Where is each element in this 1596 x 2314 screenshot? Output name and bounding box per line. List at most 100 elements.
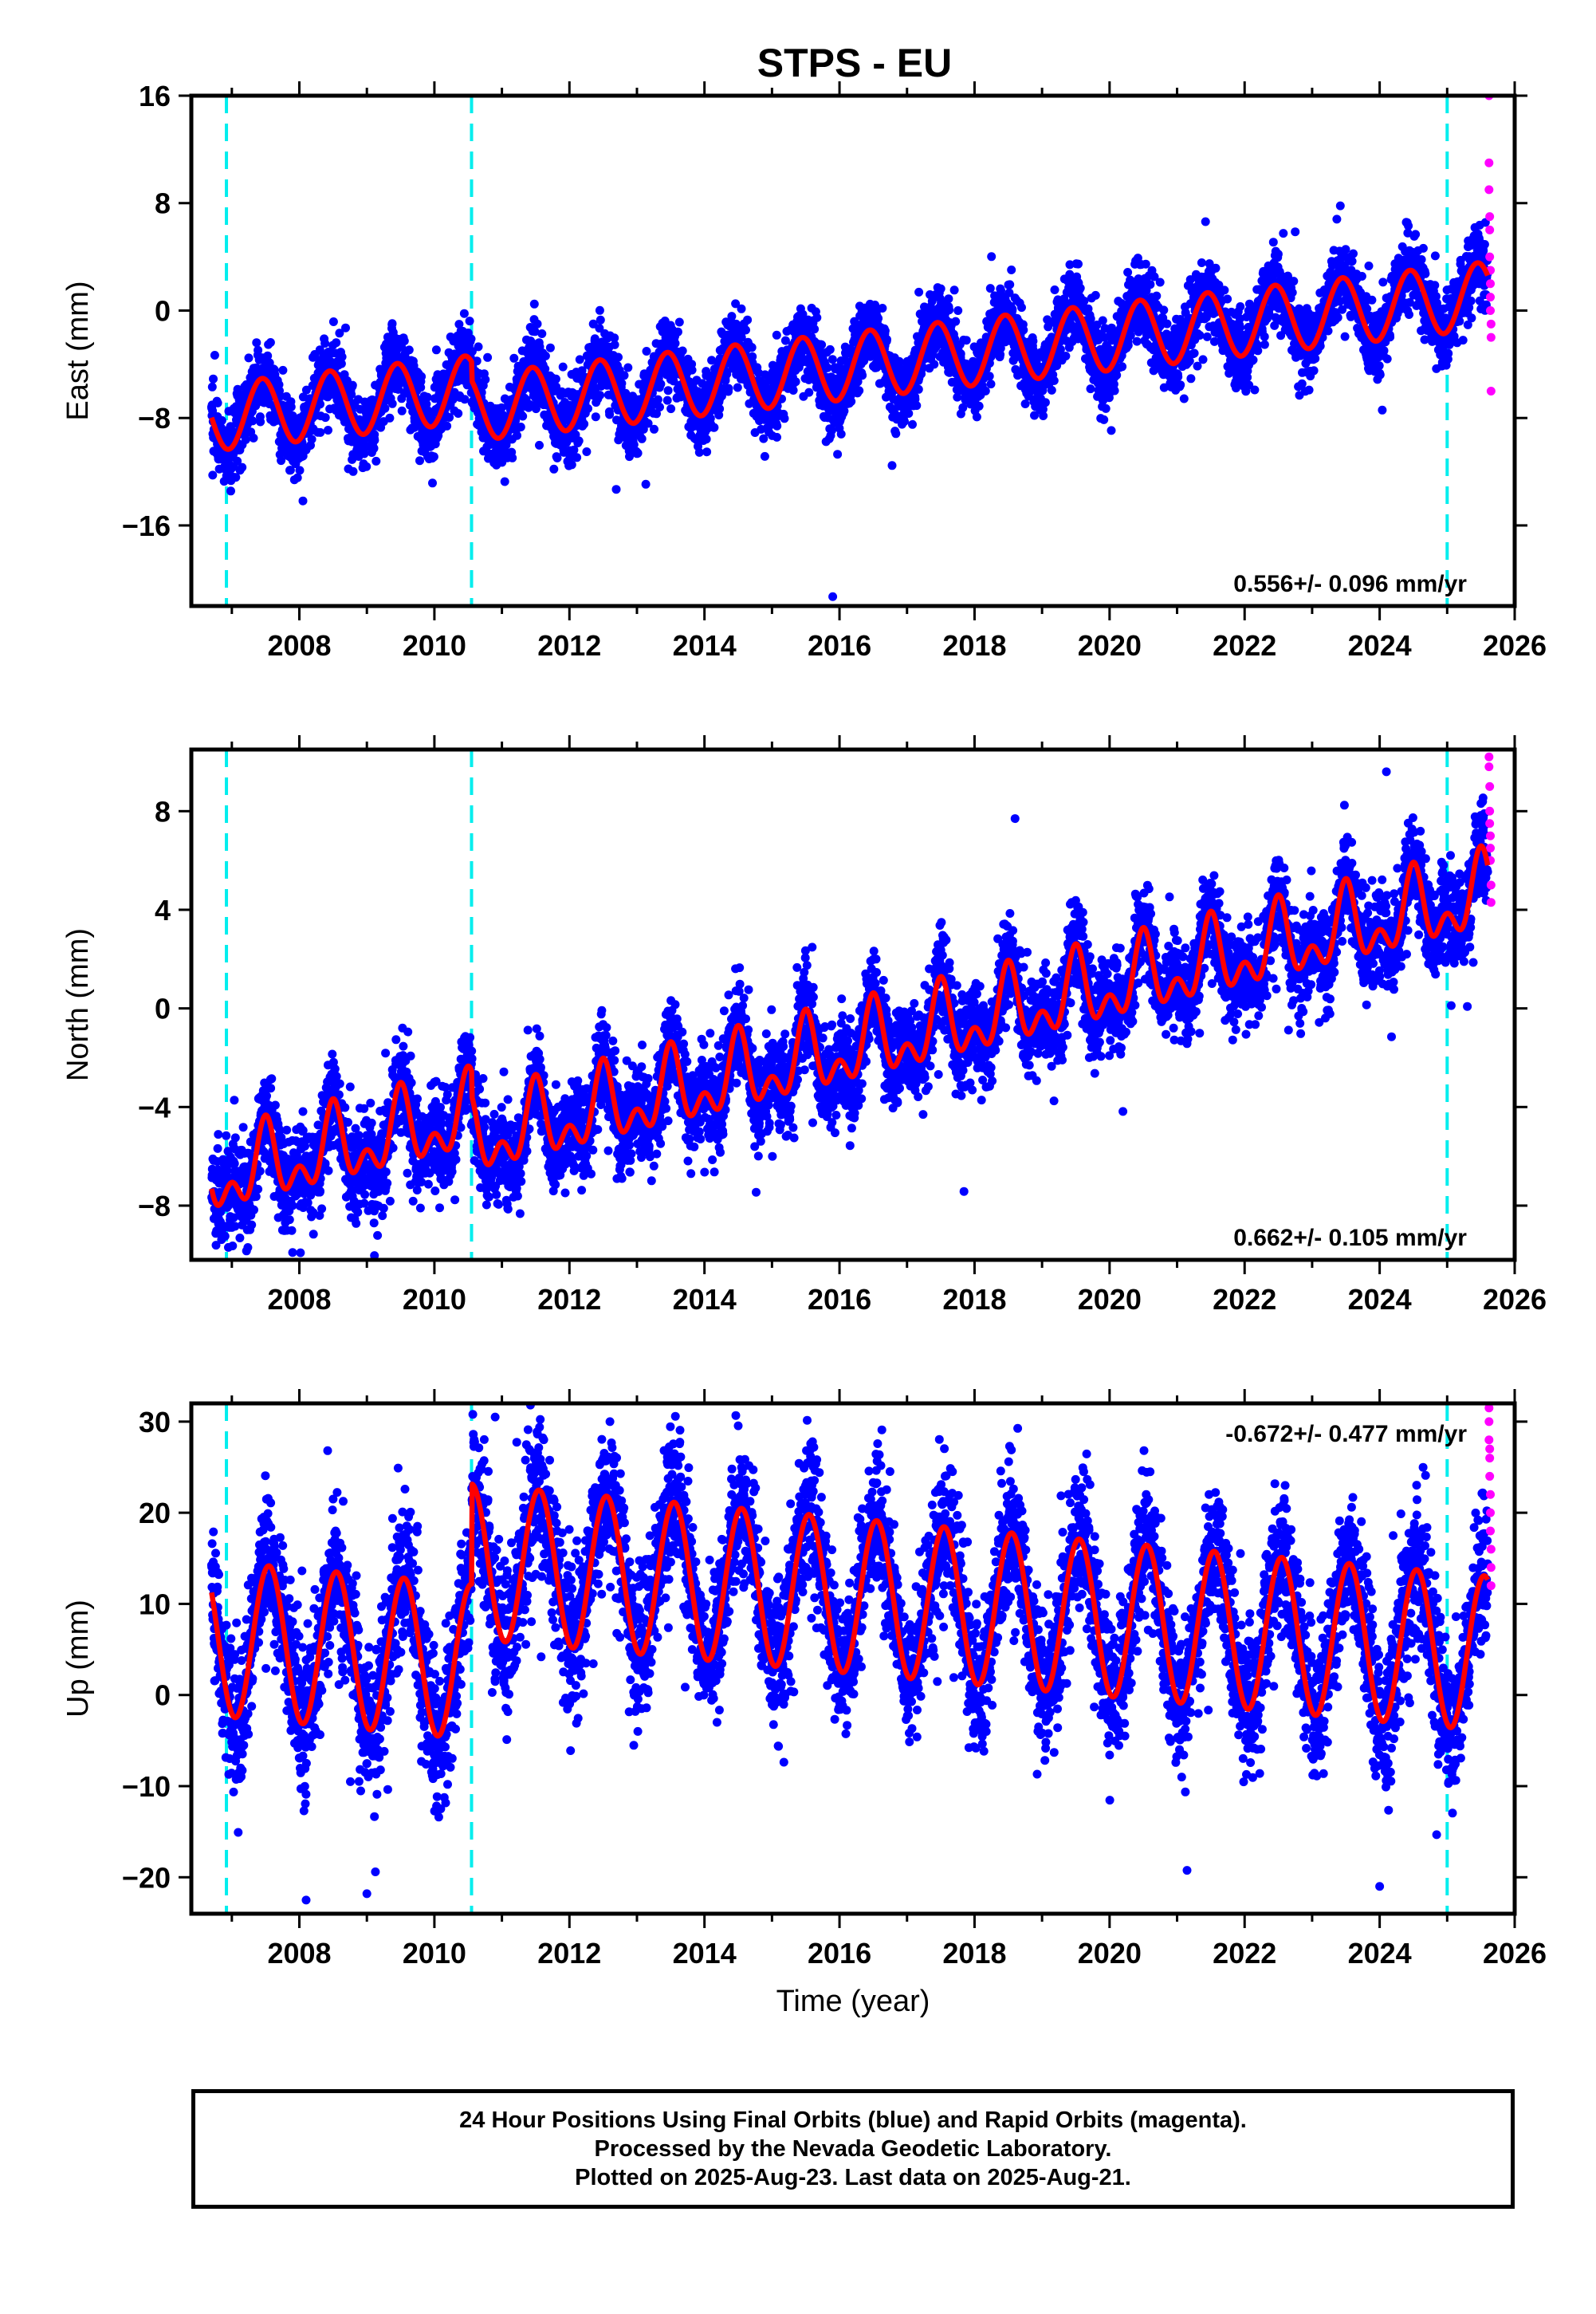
east-final-point: [772, 421, 782, 431]
east-final-point: [1176, 380, 1185, 390]
east-final-point: [702, 435, 711, 444]
east-final-point: [1179, 394, 1189, 403]
east-final-point: [1086, 314, 1095, 324]
east-final-point: [670, 339, 680, 348]
east-final-point: [332, 338, 341, 348]
east-final-point: [442, 421, 452, 431]
east-final-point: [370, 435, 379, 445]
east-final-point: [874, 313, 883, 323]
east-final-point: [508, 453, 517, 462]
east-final-point: [674, 317, 684, 327]
east-final-point: [908, 419, 917, 429]
east-final-point: [210, 351, 219, 360]
east-final-point: [747, 343, 757, 352]
east-final-point: [572, 453, 582, 462]
east-final-point: [961, 336, 971, 345]
east-final-point: [1047, 385, 1056, 395]
east-final-point: [662, 396, 672, 405]
east-final-point: [1152, 291, 1162, 301]
east-final-point: [252, 338, 261, 348]
east-final-point: [804, 388, 814, 397]
east-final-point: [360, 449, 369, 458]
east-final-point: [263, 351, 273, 360]
east-final-point: [623, 363, 633, 372]
east-final-point: [466, 334, 476, 344]
east-final-point: [213, 398, 222, 407]
east-final-point: [481, 375, 490, 384]
east-final-point: [588, 319, 598, 329]
east-final-point: [551, 374, 560, 384]
east-final-point: [596, 315, 605, 325]
east-final-point: [737, 304, 746, 313]
east-final-point: [1049, 376, 1059, 385]
east-final-point: [509, 353, 519, 363]
east-final-point: [445, 413, 454, 422]
east-final-point: [404, 345, 414, 355]
east-final-point: [208, 406, 218, 415]
east-final-point: [307, 435, 316, 444]
east-final-point: [858, 371, 867, 380]
east-final-point: [497, 403, 506, 412]
east-final-point: [590, 334, 599, 344]
east-final-point: [217, 415, 226, 425]
east-final-point: [432, 380, 442, 388]
east-final-point: [387, 319, 397, 329]
east-final-point: [914, 287, 924, 297]
east-final-point: [836, 429, 846, 439]
east-final-point: [324, 426, 332, 435]
east-final-point: [724, 384, 733, 393]
east-final-point: [914, 384, 923, 394]
east-final-point: [605, 410, 615, 419]
east-final-point: [549, 464, 559, 474]
east-final-point: [529, 299, 539, 309]
east-final-point: [687, 365, 697, 375]
east-final-point: [666, 404, 676, 414]
east-final-point: [460, 395, 470, 404]
east-final-point: [238, 462, 247, 472]
east-final-point: [513, 431, 521, 440]
east-final-point: [465, 317, 474, 326]
east-final-point: [248, 416, 257, 426]
east-final-point: [582, 447, 592, 456]
east-final-point: [788, 386, 798, 395]
east-final-point: [431, 345, 441, 355]
east-final-point: [1118, 362, 1127, 372]
east-final-point: [545, 343, 555, 352]
east-final-point: [642, 347, 651, 356]
east-final-point: [584, 403, 592, 413]
east-final-point: [286, 402, 296, 411]
east-final-point: [472, 356, 482, 366]
east-final-point: [574, 436, 584, 446]
east-final-point: [298, 496, 308, 506]
east-final-point: [1186, 374, 1196, 384]
figure-title: STPS - EU: [757, 41, 952, 85]
east-final-point: [1146, 280, 1155, 289]
east-final-point: [1091, 290, 1100, 300]
east-final-point: [985, 372, 994, 381]
east-final-point: [454, 409, 463, 418]
east-final-point: [328, 317, 338, 326]
east-final-point: [833, 450, 843, 459]
east-final-point: [474, 342, 483, 352]
east-final-point: [678, 346, 687, 356]
east-final-point: [341, 323, 350, 333]
east-final-point: [741, 325, 750, 335]
east-final-point: [428, 478, 437, 488]
east-final-point: [878, 304, 887, 313]
east-final-point: [780, 414, 789, 423]
east-final-point: [537, 329, 547, 338]
east-final-point: [1019, 325, 1028, 335]
east-final-point: [912, 401, 922, 411]
east-final-point: [208, 470, 218, 480]
east-final-point: [558, 362, 568, 372]
east-final-point: [1141, 259, 1150, 269]
east-final-point: [1028, 336, 1038, 346]
east-final-point: [591, 412, 600, 422]
east-final-point: [1074, 259, 1083, 269]
east-final-point: [1007, 266, 1016, 274]
east-final-point: [637, 434, 647, 443]
east-final-point: [643, 419, 653, 428]
east-final-point: [511, 415, 521, 425]
east-final-point: [639, 424, 648, 434]
